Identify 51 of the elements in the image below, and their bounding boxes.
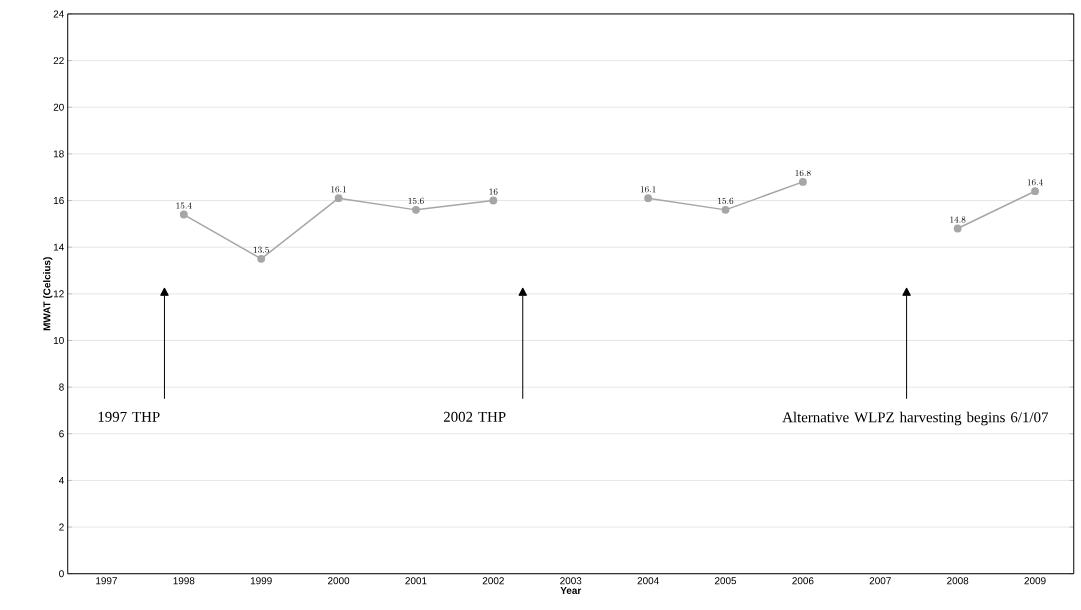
data-label: 16.4	[1027, 179, 1043, 186]
y-tick-label: 22	[53, 57, 64, 65]
x-tick-label: 2007	[869, 577, 891, 585]
y-tick-label: 4	[58, 477, 64, 485]
y-tick-label: 12	[53, 290, 64, 298]
x-tick-label: 2003	[560, 577, 582, 585]
x-tick-label: 2005	[714, 577, 737, 585]
x-tick-label: 2008	[947, 577, 969, 585]
data-label: 13.5	[253, 247, 269, 254]
x-tick-label: 1999	[250, 577, 272, 585]
annotation: 1997 THP	[98, 412, 160, 423]
point	[644, 194, 653, 203]
y-tick-label: 14	[53, 243, 64, 251]
point	[179, 210, 188, 219]
x-tick-label: 1998	[173, 577, 195, 585]
data-label: 15.6	[408, 198, 424, 205]
point	[257, 255, 266, 263]
x-tick-label: 2009	[1024, 577, 1046, 585]
y-tick-label: 6	[59, 430, 64, 438]
data-label: 16.8	[795, 170, 811, 177]
x-axis-title: Year	[560, 587, 582, 595]
y-tick-label: 2	[59, 523, 64, 531]
annotation: Alternative WLPZ harvesting begins 6/1/07	[782, 412, 1049, 426]
point	[489, 196, 498, 205]
point	[721, 206, 730, 214]
x-tick-label: 2006	[792, 577, 814, 585]
annotation: 2002 THP	[443, 412, 506, 423]
point	[412, 206, 420, 214]
x-tick-label: 2000	[328, 577, 350, 585]
y-tick-label: 20	[53, 103, 64, 111]
point	[798, 178, 807, 186]
x-tick-label: 2004	[637, 577, 659, 585]
data-label: 14.8	[950, 216, 966, 223]
data-label: 16. 1	[640, 186, 656, 193]
x-tick-label: 2001	[405, 577, 427, 585]
y-axis-title: MWAT (Celcius)	[43, 257, 53, 331]
y-tick-label: 10	[53, 337, 64, 345]
point	[334, 194, 343, 203]
x-tick-label: 1997	[96, 577, 117, 585]
data-label: 16	[489, 188, 498, 195]
y-tick-label: 0	[59, 570, 64, 578]
x-tick-label: 2002	[482, 577, 504, 585]
y-tick-label: 24	[53, 10, 64, 18]
point	[953, 224, 962, 233]
data-label: 15.6	[718, 198, 734, 205]
data-label: 16. 1	[331, 186, 347, 193]
y-tick-label: 18	[53, 150, 64, 158]
data-label: 15.4	[176, 202, 192, 209]
y-tick-label: 16	[53, 197, 64, 205]
y-tick-label: 8	[59, 383, 64, 391]
point	[1031, 187, 1039, 196]
